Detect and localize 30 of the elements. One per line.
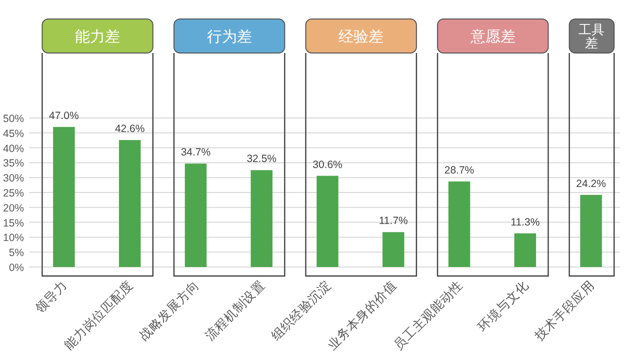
x-tick-label: 环境与文化 bbox=[474, 278, 532, 334]
y-tick-label: 0% bbox=[8, 262, 24, 274]
y-tick-label: 5% bbox=[8, 247, 24, 260]
x-tick-label: 流程机制设置 bbox=[202, 278, 268, 344]
y-tick-label: 20% bbox=[2, 202, 24, 214]
y-tick-label: 30% bbox=[2, 172, 24, 185]
data-label: 11.7% bbox=[378, 215, 408, 228]
data-label: 32.5% bbox=[246, 153, 276, 166]
y-tick-label: 15% bbox=[2, 217, 24, 230]
y-tick-label: 35% bbox=[2, 158, 24, 170]
text: 工具差 bbox=[578, 22, 605, 51]
data-label: 28.7% bbox=[444, 164, 474, 176]
text: 行为差 bbox=[206, 28, 252, 46]
text: 意愿差 bbox=[469, 28, 516, 46]
text: 能力差 bbox=[75, 28, 120, 46]
x-tick-label: 领导力 bbox=[32, 278, 70, 316]
data-label: 24.2% bbox=[576, 178, 606, 190]
y-tick-label: 25% bbox=[2, 188, 24, 200]
x-tick-label: 技术手段应用 bbox=[530, 278, 598, 344]
data-label: 11.3% bbox=[510, 216, 540, 228]
y-tick-label: 10% bbox=[2, 232, 24, 244]
x-tick-label: 战略发展方向 bbox=[136, 278, 202, 344]
text: 经验差 bbox=[338, 28, 384, 46]
y-tick-label: 40% bbox=[2, 142, 24, 155]
y-tick-label: 45% bbox=[2, 128, 24, 140]
y-tick-label: 50% bbox=[2, 113, 24, 125]
data-label: 42.6% bbox=[114, 123, 145, 136]
data-label: 47.0% bbox=[49, 110, 79, 122]
data-label: 34.7% bbox=[180, 146, 211, 159]
data-label: 30.6% bbox=[312, 158, 342, 171]
